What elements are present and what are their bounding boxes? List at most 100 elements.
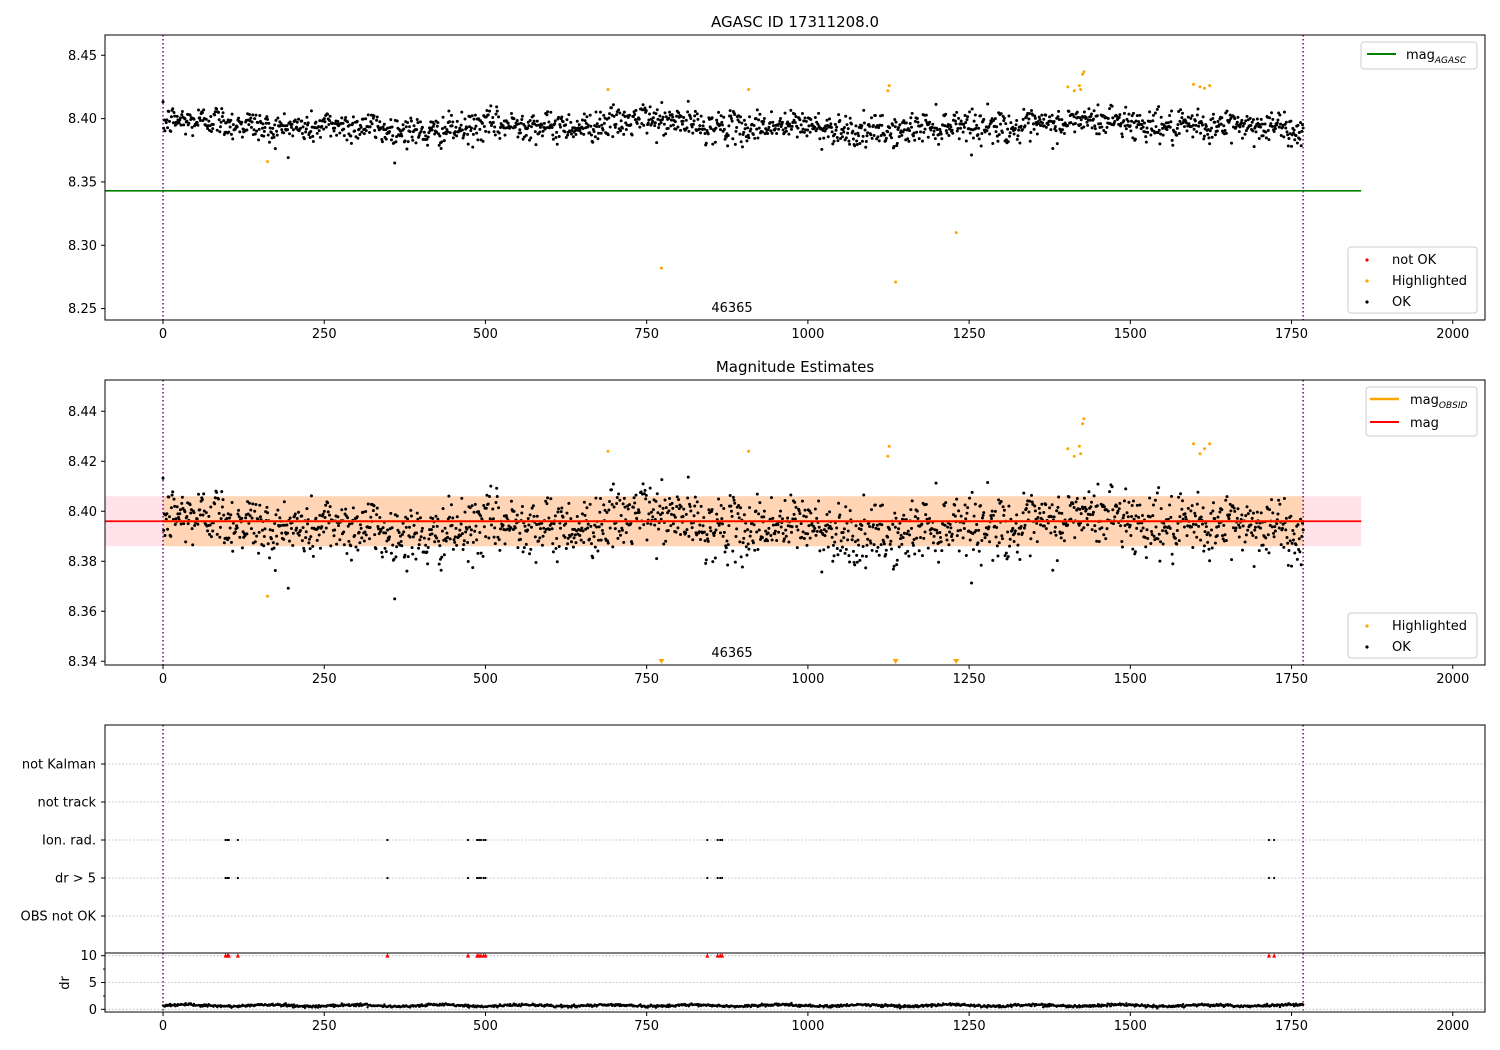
ok-point bbox=[773, 127, 777, 131]
ok-point bbox=[451, 516, 455, 520]
ok-point bbox=[435, 536, 439, 540]
ok-point bbox=[752, 523, 756, 527]
ok-point bbox=[566, 542, 570, 546]
ok-point bbox=[403, 139, 407, 143]
ok-point bbox=[559, 510, 563, 514]
ok-point bbox=[619, 533, 623, 537]
ok-point bbox=[249, 527, 253, 531]
ok-point bbox=[924, 113, 928, 117]
ok-point bbox=[897, 527, 901, 531]
ok-point bbox=[382, 122, 386, 126]
ok-point bbox=[909, 125, 913, 129]
ok-point bbox=[641, 103, 645, 107]
ok-point bbox=[756, 136, 760, 140]
ok-point bbox=[1210, 546, 1214, 550]
ok-point bbox=[1040, 502, 1044, 506]
ok-point bbox=[1015, 513, 1019, 517]
ok-point bbox=[1184, 121, 1188, 125]
ok-point bbox=[766, 132, 770, 136]
ok-point bbox=[1133, 137, 1137, 141]
ok-point bbox=[988, 132, 992, 136]
ok-point bbox=[842, 527, 846, 531]
ok-point bbox=[597, 538, 601, 542]
ok-point bbox=[229, 513, 233, 517]
ok-point bbox=[851, 549, 855, 553]
legend-label-not-ok: not OK bbox=[1392, 253, 1437, 268]
dr-point bbox=[902, 1005, 905, 1009]
ok-point bbox=[598, 110, 602, 114]
ok-point bbox=[378, 515, 382, 519]
ok-point bbox=[664, 132, 668, 136]
ok-point bbox=[1096, 103, 1100, 107]
ok-point bbox=[1258, 123, 1262, 127]
ok-point bbox=[674, 530, 678, 534]
ok-point bbox=[1095, 539, 1099, 543]
ok-point bbox=[1122, 111, 1126, 115]
ok-point bbox=[623, 115, 627, 119]
ok-point bbox=[710, 116, 714, 120]
ok-point bbox=[589, 133, 593, 137]
dr-point bbox=[383, 1003, 386, 1006]
ok-point bbox=[1244, 129, 1248, 133]
ok-point bbox=[262, 129, 266, 133]
ok-point bbox=[828, 510, 832, 514]
ok-point bbox=[842, 126, 846, 130]
ok-point bbox=[1095, 504, 1099, 508]
ok-point bbox=[341, 121, 345, 125]
ok-point bbox=[349, 141, 353, 145]
ok-point bbox=[920, 554, 924, 558]
ok-point bbox=[626, 507, 630, 511]
ok-point bbox=[204, 117, 208, 121]
agasc-xtick-label: 250 bbox=[312, 327, 337, 342]
ok-point bbox=[889, 547, 893, 551]
ok-point bbox=[1300, 129, 1304, 133]
ok-point bbox=[322, 117, 326, 121]
panel-agasc-obsid-label: 46365 bbox=[711, 301, 752, 316]
ok-point bbox=[799, 123, 803, 127]
ok-point bbox=[233, 530, 237, 534]
ok-point bbox=[671, 123, 675, 127]
ok-point bbox=[1177, 539, 1181, 543]
ok-point bbox=[647, 118, 651, 122]
ok-point bbox=[1224, 131, 1228, 135]
ok-point bbox=[1048, 115, 1052, 119]
ok-point bbox=[717, 110, 721, 114]
magnitude-xtick-label: 750 bbox=[634, 672, 659, 687]
ok-point bbox=[1193, 514, 1197, 518]
dr-ytick-label: 10 bbox=[80, 949, 97, 964]
ok-point bbox=[354, 545, 358, 549]
ok-point bbox=[759, 537, 763, 541]
ok-point bbox=[1233, 117, 1237, 121]
ok-point bbox=[1089, 114, 1093, 118]
ok-point bbox=[484, 129, 488, 133]
ok-point bbox=[195, 120, 199, 124]
ok-point bbox=[663, 111, 667, 115]
ok-point bbox=[1100, 526, 1104, 530]
ok-point bbox=[475, 538, 479, 542]
ok-point bbox=[726, 543, 730, 547]
ok-point bbox=[671, 115, 675, 119]
ok-point bbox=[659, 121, 663, 125]
ok-point bbox=[324, 503, 328, 507]
ok-point bbox=[1193, 511, 1197, 515]
ok-point bbox=[1108, 107, 1112, 111]
ok-point bbox=[669, 124, 673, 128]
ok-point bbox=[1150, 532, 1154, 536]
ok-point bbox=[1073, 122, 1077, 126]
ok-point bbox=[522, 546, 526, 550]
ok-point bbox=[835, 526, 839, 530]
ok-point bbox=[180, 109, 184, 113]
ok-point bbox=[335, 542, 339, 546]
highlighted-point bbox=[1198, 452, 1202, 456]
magnitude-xtick-label: 2000 bbox=[1436, 672, 1469, 687]
ok-point bbox=[432, 122, 436, 126]
ok-point bbox=[298, 529, 302, 533]
ok-point bbox=[888, 542, 892, 546]
ok-point bbox=[964, 517, 968, 521]
ok-point bbox=[1131, 499, 1135, 503]
ok-point bbox=[258, 503, 262, 507]
ok-point bbox=[1000, 534, 1004, 538]
ok-point bbox=[991, 558, 995, 562]
ok-point bbox=[1253, 525, 1257, 529]
ok-point bbox=[947, 134, 951, 138]
